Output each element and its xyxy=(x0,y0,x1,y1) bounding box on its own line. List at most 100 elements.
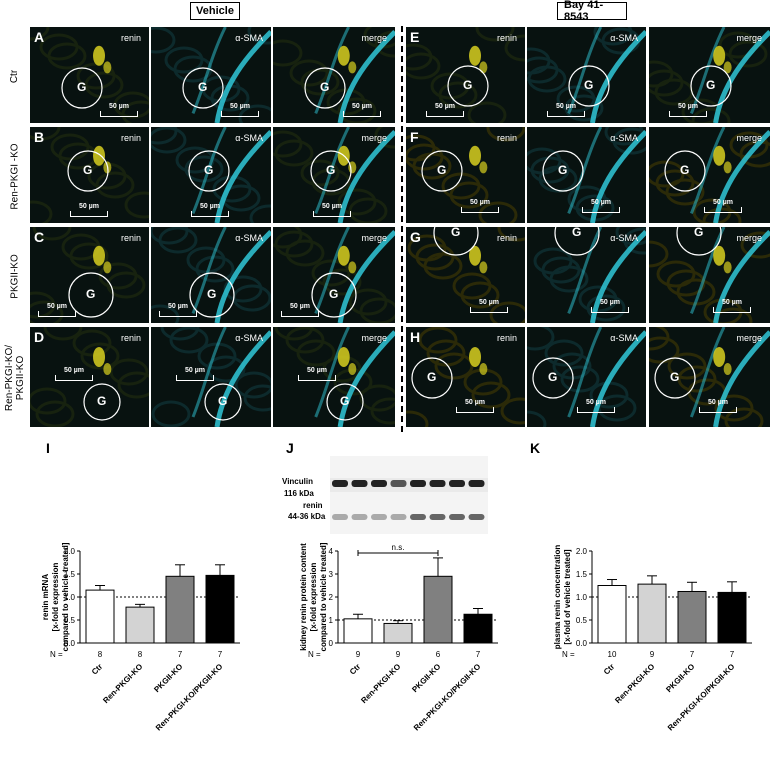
vinculin-band xyxy=(390,480,407,487)
n-value: 7 xyxy=(476,650,481,659)
scale-bar: 50 µm xyxy=(713,299,751,313)
channel-label: α-SMA xyxy=(235,33,263,43)
row-label-pkgii-ko: PKGII-KO xyxy=(9,253,21,299)
glomerulus-label: G xyxy=(680,163,690,177)
vinculin-band xyxy=(351,480,368,487)
renin-band xyxy=(332,514,348,520)
glomerulus-label: G xyxy=(86,287,96,301)
channel-label: α-SMA xyxy=(235,133,263,143)
glomerulus-label: G xyxy=(207,287,217,301)
y-tick-label: 2.0 xyxy=(64,547,76,556)
y-axis-label: plasma renin concentration xyxy=(553,545,562,650)
vinculin-band xyxy=(429,480,446,487)
channel-label: renin xyxy=(120,133,141,143)
scale-bar: 50 µm xyxy=(298,367,336,381)
bar xyxy=(423,575,453,644)
vinculin-kda: 116 kDa xyxy=(284,489,314,498)
vinculin-label: Vinculin xyxy=(282,477,313,486)
category-label: Ctr xyxy=(90,662,105,677)
glomerulus-label: G xyxy=(572,227,582,239)
y-tick-label: 2 xyxy=(329,593,334,602)
glomerulus-label: G xyxy=(77,80,87,94)
y-tick-label: 2.0 xyxy=(576,547,588,556)
chart-kidney-renin-protein: 0 1 2 3 4 kidney renin protein content [x-fold… xyxy=(299,542,498,733)
y-tick-label: 1.0 xyxy=(64,593,76,602)
scale-bar: 50 µm xyxy=(38,303,76,317)
y-tick-label: 1.0 xyxy=(576,593,588,602)
category-label: Ren-PKGI-KO xyxy=(359,662,402,705)
channel-label: renin xyxy=(120,233,141,243)
panel-letter: F xyxy=(410,129,419,145)
y-axis-label: [x-fold expression xyxy=(309,562,318,631)
western-blot xyxy=(330,456,488,534)
renin-kda: 44-36 kDa xyxy=(288,512,326,521)
vehicle-header: Vehicle xyxy=(190,2,240,20)
glomerulus-label: G xyxy=(83,163,93,177)
category-label: Ctr xyxy=(602,662,617,677)
channel-label: renin xyxy=(496,333,517,343)
scale-bar: 50 µm xyxy=(547,103,585,117)
chart-renin-mrna: 0.0 0.5 1.0 1.5 2.0 renin mRNA [x-fold express… xyxy=(41,542,240,733)
y-tick-label: 0.5 xyxy=(64,616,76,625)
category-label: PKGII-KO xyxy=(664,662,696,694)
bar xyxy=(383,622,413,644)
scale-bar: 50 µm xyxy=(591,299,629,313)
glomerulus-label: G xyxy=(437,163,447,177)
channel-label: α-SMA xyxy=(610,333,638,343)
y-axis-label: compared to vehicle treated] xyxy=(61,542,70,651)
panel-letter: E xyxy=(410,29,420,45)
row-label-double-ko: Ren-PKGI-KO/ PKGII-KO xyxy=(4,344,27,412)
channel-label: merge xyxy=(361,133,387,143)
y-tick-label: 1.5 xyxy=(64,570,76,579)
n-value: 7 xyxy=(730,650,735,659)
glomerulus-label: G xyxy=(218,394,228,408)
scale-bar: 50 µm xyxy=(70,203,108,217)
scale-bar: 50 µm xyxy=(669,103,707,117)
channel-label: merge xyxy=(361,333,387,343)
category-label: PKGII-KO xyxy=(410,662,442,694)
glomerulus-label: G xyxy=(694,227,704,239)
renin-band xyxy=(429,514,446,520)
category-label: Ren-PKGI-KO xyxy=(101,662,144,705)
scale-bar: 50 µm xyxy=(343,103,381,117)
glomerulus-label: G xyxy=(451,227,461,239)
y-axis-label: kidney renin protein content xyxy=(299,543,308,651)
glomerulus-label: G xyxy=(706,78,716,92)
bar xyxy=(717,591,747,644)
bay-header: Bay 41-8543 xyxy=(557,0,627,23)
channel-label: merge xyxy=(736,133,762,143)
scale-bar: 50 µm xyxy=(699,399,737,413)
scale-bar: 50 µm xyxy=(281,303,319,317)
scale-bar: 50 µm xyxy=(55,367,93,381)
n-value: 9 xyxy=(396,650,401,659)
panel-letter: A xyxy=(34,29,45,45)
category-label: Ctr xyxy=(348,662,363,677)
n-value: 10 xyxy=(608,650,617,659)
y-tick-label: 0.0 xyxy=(64,639,76,648)
glomerulus-label: G xyxy=(97,394,107,408)
glomerulus-label: G xyxy=(463,78,473,92)
renin-band xyxy=(468,514,485,520)
category-label: PKGII-KO xyxy=(152,662,184,694)
panel-letter: D xyxy=(34,329,45,345)
glomerulus-label: G xyxy=(320,80,330,94)
renin-band xyxy=(371,514,387,520)
glomerulus-label: G xyxy=(329,287,339,301)
channel-label: α-SMA xyxy=(610,33,638,43)
renin-band xyxy=(351,514,368,520)
y-axis-label: renin mRNA xyxy=(41,574,50,620)
n-prefix: N = xyxy=(562,650,575,659)
